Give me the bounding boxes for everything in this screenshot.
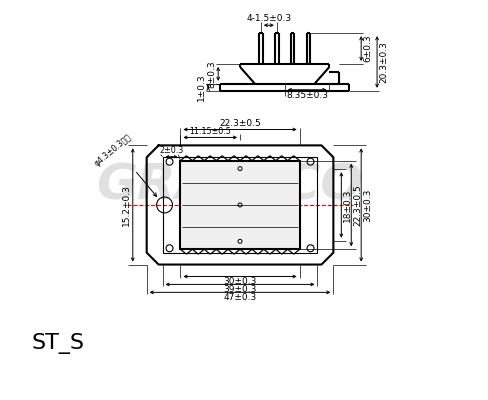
Text: 39±0.3: 39±0.3 [224,286,257,294]
Text: 15.2±0.3: 15.2±0.3 [122,184,131,226]
Bar [163,157,318,253]
Text: 22.3±0.5: 22.3±0.5 [353,184,362,226]
Text: GRACECO: GRACECO [97,161,364,209]
Text: ST_S: ST_S [32,334,84,354]
Text: 6±0.3: 6±0.3 [363,35,372,62]
Text: 4-1.5±0.3: 4-1.5±0.3 [246,14,291,23]
Text: 47±0.3: 47±0.3 [224,293,257,302]
Text: 20.3±0.3: 20.3±0.3 [379,41,388,83]
Text: 8±0.3: 8±0.3 [207,60,216,88]
Text: 18±0.3: 18±0.3 [343,188,352,222]
Text: 2±0.3: 2±0.3 [160,146,183,155]
Text: 22.3±0.5: 22.3±0.5 [219,120,261,128]
Text: 11.15±0.5: 11.15±0.5 [189,128,231,136]
Bar [181,161,300,249]
Text: 1±0.3: 1±0.3 [197,74,206,101]
Text: 8.35±0.3: 8.35±0.3 [286,91,328,100]
Text: φ4.3±0.3透入: φ4.3±0.3透入 [93,132,133,168]
Text: 30±0.3: 30±0.3 [224,278,257,286]
Text: 30±0.3: 30±0.3 [363,188,372,222]
